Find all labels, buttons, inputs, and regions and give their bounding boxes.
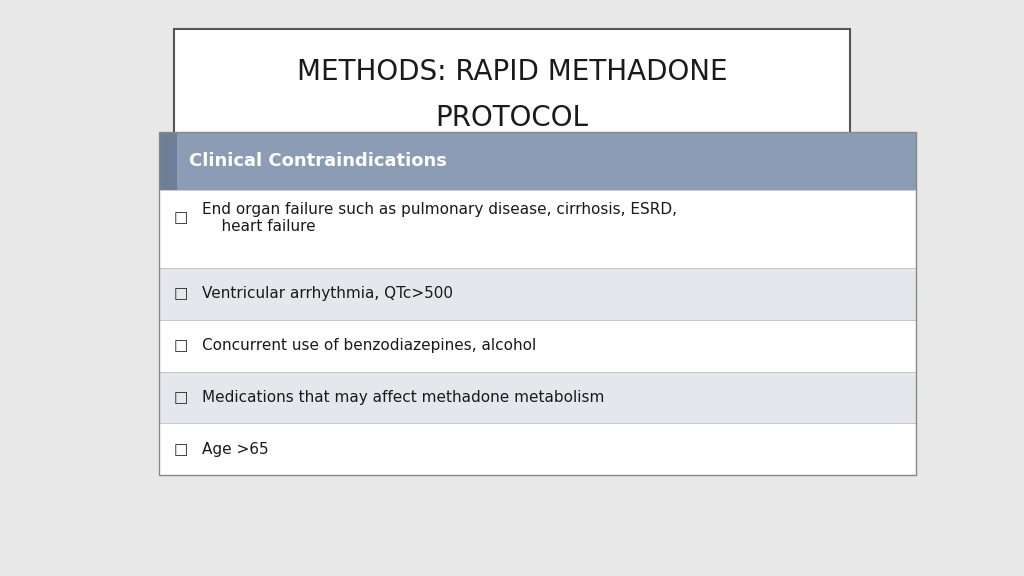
Text: Age >65: Age >65 xyxy=(202,442,268,457)
Text: Medications that may affect methadone metabolism: Medications that may affect methadone me… xyxy=(202,390,604,405)
Text: □: □ xyxy=(174,211,188,226)
Text: □: □ xyxy=(174,338,188,353)
Text: Ventricular arrhythmia, QTc>500: Ventricular arrhythmia, QTc>500 xyxy=(202,286,453,301)
Text: Concurrent use of benzodiazepines, alcohol: Concurrent use of benzodiazepines, alcoh… xyxy=(202,338,536,353)
FancyBboxPatch shape xyxy=(159,190,916,268)
Text: PROTOCOL: PROTOCOL xyxy=(435,104,589,132)
FancyBboxPatch shape xyxy=(159,268,916,320)
FancyBboxPatch shape xyxy=(159,132,916,190)
Text: Clinical Contraindications: Clinical Contraindications xyxy=(189,152,447,170)
FancyBboxPatch shape xyxy=(159,320,916,372)
Text: METHODS: RAPID METHADONE: METHODS: RAPID METHADONE xyxy=(297,58,727,86)
Text: □: □ xyxy=(174,286,188,301)
FancyBboxPatch shape xyxy=(174,29,850,161)
FancyBboxPatch shape xyxy=(159,423,916,475)
FancyBboxPatch shape xyxy=(159,132,177,190)
Text: □: □ xyxy=(174,442,188,457)
Text: End organ failure such as pulmonary disease, cirrhosis, ESRD,
    heart failure: End organ failure such as pulmonary dise… xyxy=(202,202,677,234)
FancyBboxPatch shape xyxy=(159,372,916,423)
Text: □: □ xyxy=(174,390,188,405)
